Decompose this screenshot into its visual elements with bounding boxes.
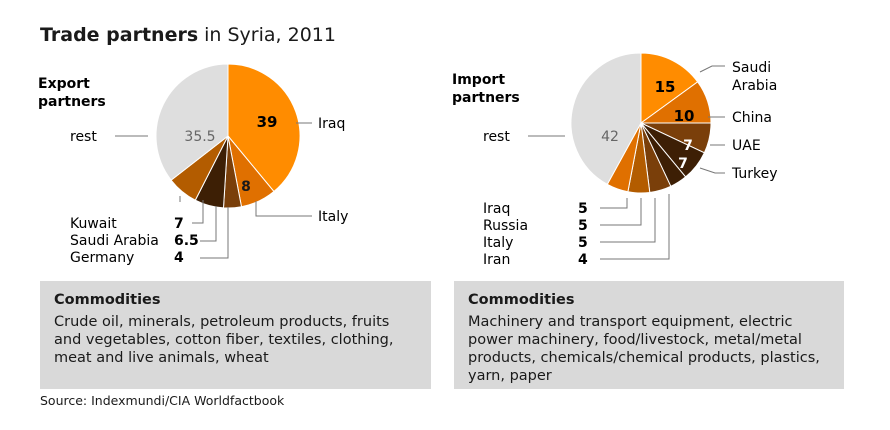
import-turkey-label: Turkey [731,166,778,182]
export-list-name-1: Saudi Arabia [70,233,159,249]
import-commodities-text: Machinery and transport equipment, elect… [468,314,820,384]
import-uae-label: UAE [732,138,761,154]
export-commodities-title: Commodities [54,292,161,308]
export-rest-value: 35.5 [184,129,215,145]
import-commodities-box: Commodities Machinery and transport equi… [454,281,844,389]
export-rest-label: rest [70,129,97,145]
export-heading-2: partners [38,94,106,110]
import-iran-leader [600,194,670,260]
import-list-name-0: Iraq [483,201,510,217]
import-slice-rest [570,52,642,186]
import-list-value-0: 5 [578,201,588,217]
import-china-label: China [732,110,772,126]
import-italy-leader [600,198,656,243]
export-germany-leader [200,207,229,259]
title-main: Trade partners [40,24,199,46]
source-note: Source: Indexmundi/CIA Worldfactbook [40,393,285,408]
export-list-name-0: Kuwait [70,216,117,232]
import-heading-1: Import [452,72,505,88]
export-list-value-0: 7 [174,216,184,232]
import-turkey-value: 7 [678,156,688,172]
import-heading-2: partners [452,90,520,106]
import-saudi-label-1: Saudi [732,60,771,76]
import-list-name-1: Russia [483,218,528,234]
export-italy-leader [255,201,312,217]
export-slice-rest [155,63,229,181]
pie-charts: Export partners rest 35.5 39 Iraq 8 Ital… [38,52,778,268]
import-russia-leader [600,198,642,226]
chart-title: Trade partners in Syria, 2011 [40,24,336,46]
import-list-value-3: 4 [578,252,588,268]
export-list-name-2: Germany [70,250,134,266]
import-list-value-1: 5 [578,218,588,234]
export-italy-label: Italy [318,209,348,225]
export-saudi-leader [200,206,217,242]
import-saudi-leader [699,65,725,73]
import-rest-label: rest [483,129,510,145]
import-saudi-value: 15 [655,78,676,96]
import-list-name-2: Italy [483,235,513,251]
export-list-value-2: 4 [174,250,184,266]
export-italy-value: 8 [241,179,251,195]
export-iraq-value: 39 [257,113,278,131]
import-saudi-label-2: Arabia [732,78,777,94]
export-commodities-box: Commodities Crude oil, minerals, petrole… [40,281,431,389]
import-commodities-title: Commodities [468,292,575,308]
import-list-name-3: Iran [483,252,510,268]
export-iraq-label: Iraq [318,116,345,132]
import-rest-value: 42 [601,129,619,145]
export-list-value-1: 6.5 [174,233,199,249]
title-sub: in Syria, 2011 [204,24,336,46]
import-uae-value: 7 [683,138,693,154]
export-commodities-text: Crude oil, minerals, petroleum products,… [54,314,394,366]
import-iraq-leader [600,198,628,209]
import-list-value-2: 5 [578,235,588,251]
import-pie [570,52,712,194]
export-heading-1: Export [38,76,90,92]
export-kuwait-leader [192,200,204,224]
import-china-value: 10 [674,107,695,125]
import-slice-saudi-arabia [640,52,699,124]
export-slice-iraq [227,63,301,193]
export-pie [155,63,301,209]
import-turkey-leader [699,167,725,174]
